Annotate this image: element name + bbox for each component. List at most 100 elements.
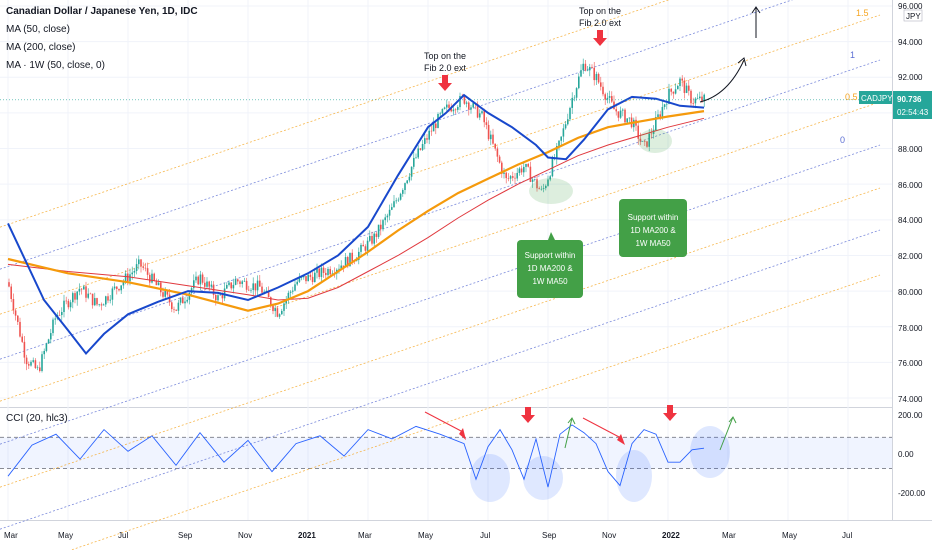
candle-body [28,364,30,366]
candle-body [43,350,45,355]
cci-divergence-1-head [459,428,466,440]
cci-top-arrow-2 [667,405,673,413]
candle-body [124,273,127,282]
candle-body [135,264,138,271]
x-tick: Jul [118,531,128,540]
candle-body [69,302,72,308]
x-tick: May [58,531,73,540]
candle-body [457,107,459,110]
candle-body [608,96,611,98]
candle-body [595,73,598,81]
candle-body [160,282,162,293]
candle-body [582,63,584,71]
cci-up-arrow-1-head [567,417,576,425]
candle-body [166,290,169,295]
x-tick: May [418,531,433,540]
candle-body [219,294,221,296]
candle-body [52,319,54,334]
legend-ma50[interactable]: MA (50, close) [6,24,70,35]
candle-body [419,148,422,150]
candle-body [406,180,408,184]
cci-panel[interactable] [0,408,892,520]
candle-body [575,88,578,98]
candle-body [628,117,631,119]
legend-ma1w[interactable]: MA · 1W (50, close, 0) [6,60,105,71]
candle-body [527,163,529,167]
ma200-line [7,110,705,312]
candle-body [32,360,34,362]
candle-body [10,286,12,299]
candle-body [373,233,375,244]
time-axis[interactable]: Mar May Jul Sep Nov 2021 Mar May Jul Sep… [4,531,852,540]
candle-body [173,309,175,310]
candle-body [144,267,147,269]
candle-body [694,98,697,104]
candle-body [450,107,452,112]
candle-body [208,281,210,287]
top-arrow-2 [593,38,607,46]
candle-body [311,276,314,283]
candle-body [523,166,525,173]
cci-plot [7,424,730,502]
annotation-top2-line2: Fib 2.0 ext [579,18,622,28]
y-tick: 94.000 [898,38,923,47]
candle-body [683,80,686,93]
candle-body [351,252,353,262]
candle-body [96,298,98,305]
candle-body [393,201,395,208]
candle-body [340,265,342,269]
candle-body [569,107,571,120]
candle-body [518,168,521,173]
candle-body [395,200,397,202]
candle-body [465,102,468,104]
candle-body [322,267,325,273]
candle-body [274,308,276,312]
candle-body [567,119,569,125]
cci-axis[interactable]: 200.00 0.00 -200.00 [898,411,926,498]
candle-body [399,193,402,200]
candle-body [362,244,364,247]
candle-body [547,179,549,186]
legend-cci[interactable]: CCI (20, hlc3) [6,413,68,424]
cci-top-arrow-2 [663,413,677,421]
candle-body [468,102,470,110]
cci-tick: 0.00 [898,450,914,459]
candle-body [177,302,180,311]
candle-body [142,266,144,268]
candle-body [380,224,382,230]
candle-body [446,104,448,108]
legend-symbol[interactable]: Canadian Dollar / Japanese Yen, 1D, IDC [6,6,198,17]
candle-body [479,113,481,118]
candle-body [549,176,551,180]
candle-body [562,128,565,137]
cci-top-arrow-1 [525,407,531,415]
candle-body [272,305,274,312]
candle-body [316,268,318,273]
candle-body [377,224,380,237]
candle-body [410,166,413,177]
ma-1w-line [7,117,705,301]
candle-body [578,76,580,89]
candle-body [94,298,96,306]
candle-body [674,89,677,94]
candle-body [131,272,133,275]
candle-body [14,310,17,316]
candle-body [89,293,92,295]
candle-body [157,282,160,286]
cci-band [0,437,892,469]
legend-ma200[interactable]: MA (200, close) [6,42,76,53]
candle-body [179,297,182,303]
x-tick: Mar [358,531,372,540]
candle-body [655,117,657,131]
candle-body [688,85,690,91]
price-axis[interactable]: 96.000 94.000 92.000 88.000 86.000 84.00… [859,2,932,404]
candle-body [140,259,142,267]
candle-body [195,276,197,281]
x-tick: Jul [480,531,490,540]
price-panel[interactable] [0,0,892,407]
candle-body [509,176,512,179]
candle-body [54,318,56,320]
candle-body [542,188,545,189]
candle-body [371,235,373,244]
